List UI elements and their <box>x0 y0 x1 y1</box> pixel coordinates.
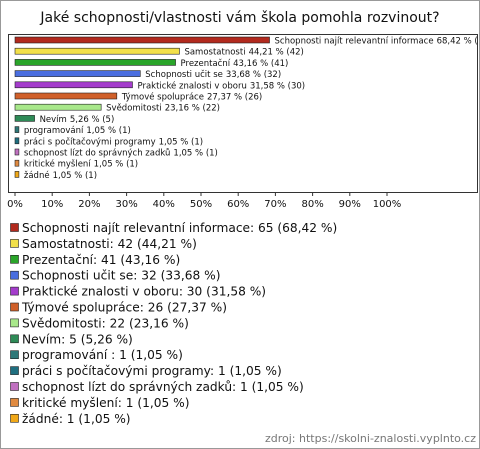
bar-value-label: 33,68 % (32) <box>226 70 281 80</box>
legend-swatch <box>10 382 19 391</box>
legend-label: práci s počítačovými programy: 1 (1,05 %… <box>22 364 282 378</box>
x-tick-label: 70% <box>264 199 286 210</box>
bar-category: Týmové spolupráce <box>121 91 204 102</box>
bar-value-label: 68,42 % (65) <box>437 36 480 46</box>
bar-value-label: 1,05 % (1) <box>159 137 203 147</box>
legend-swatch <box>10 223 19 232</box>
legend-swatch <box>10 255 19 264</box>
x-tick-label: 40% <box>153 199 175 210</box>
bar-label: programování 1,05 % (1) <box>24 126 131 136</box>
source: zdroj: https://skolni-znalosti.vyplnto.c… <box>265 432 476 445</box>
bar-label: Samostatnosti 44,21 % (42) <box>184 47 303 57</box>
bar-label: kritické myšlení 1,05 % (1) <box>24 158 138 169</box>
legend-swatch <box>10 318 19 328</box>
bar-category: práci s počítačovými programy <box>24 136 156 147</box>
bar-label: schopnost lízt do správných zadků 1,05 % … <box>24 147 218 158</box>
bar-value-label: 1,05 % (1) <box>173 148 217 158</box>
x-tick-label: 50% <box>190 199 212 210</box>
x-tick-label: 20% <box>78 199 100 210</box>
bar <box>14 137 20 145</box>
bar <box>14 126 20 133</box>
chart-title: Jaké schopnosti/vlastnosti vám škola pom… <box>39 10 439 26</box>
legend-label: Svědomitosti: 22 (23,16 %) <box>22 316 189 330</box>
bar-label: práci s počítačovými programy 1,05 % (1) <box>24 136 203 147</box>
x-tick-label: 10% <box>41 199 63 210</box>
x-tick-label: 30% <box>115 199 137 210</box>
bar-label: Nevím 5,26 % (5) <box>40 114 115 124</box>
bar-value-label: 23,16 % (22) <box>165 103 220 113</box>
legend-label: Schopnosti najít relevantní informace: 6… <box>22 221 337 235</box>
bar <box>14 115 35 122</box>
legend-swatch <box>10 413 19 423</box>
bar-value-label: 27,37 % (26) <box>207 92 262 102</box>
legend-label: Prezentační: 41 (43,16 %) <box>22 253 180 267</box>
bar-category: Prezentační <box>181 57 231 68</box>
bar-label: Schopnosti učit se 33,68 % (32) <box>145 69 281 80</box>
bar <box>14 36 270 44</box>
bar-category: Samostatnosti <box>184 47 245 57</box>
legend-label: Praktické znalosti v oboru: 30 (31,58 %) <box>22 285 266 299</box>
bar-category: Praktické znalosti v oboru <box>137 80 246 91</box>
bar <box>14 159 20 167</box>
x-tick-label: 90% <box>339 199 361 210</box>
bar-label: Svědomitosti 23,16 % (22) <box>106 103 220 113</box>
legend-label: Schopnosti učit se: 32 (33,68 %) <box>22 269 220 283</box>
bar-category: Schopnosti najít relevantní informace <box>275 36 434 46</box>
bar <box>14 81 133 89</box>
bar <box>14 148 20 156</box>
x-tick-label: 80% <box>301 199 323 210</box>
bar <box>14 103 102 111</box>
legend-swatch <box>10 398 19 407</box>
legend-swatch <box>10 366 19 375</box>
bar-category: schopnost lízt do správných zadků <box>24 147 171 158</box>
legend-label: Týmové spolupráce: 26 (27,37 %) <box>21 301 227 315</box>
bar-value-label: 1,05 % (1) <box>53 170 97 180</box>
bar-category: Schopnosti učit se <box>145 69 223 80</box>
legend-swatch <box>10 270 19 280</box>
bar-value-label: 1,05 % (1) <box>94 159 138 169</box>
legend-label: Samostatnosti: 42 (44,21 %) <box>22 237 197 251</box>
legend-label: programování : 1 (1,05 %) <box>22 348 183 362</box>
bar <box>14 171 20 178</box>
legend-label: kritické myšlení: 1 (1,05 %) <box>22 396 189 410</box>
bar-category: Svědomitosti <box>106 103 162 113</box>
legend-swatch <box>10 350 19 360</box>
bar-category: žádné <box>24 169 50 180</box>
legend-label: Nevím: 5 (5,26 %) <box>22 332 133 346</box>
bar-value-label: 44,21 % (42) <box>249 47 304 57</box>
bar <box>14 47 180 55</box>
plot: Schopnosti najít relevantní informace 68,… <box>14 36 480 180</box>
bar <box>14 70 141 77</box>
bar-value-label: 31,58 % (30) <box>250 81 305 91</box>
bar-category: programování <box>24 126 84 136</box>
bar-category: Nevím <box>40 114 67 124</box>
bar-value-label: 1,05 % (1) <box>86 126 130 136</box>
bar-value-label: 43,16 % (41) <box>233 58 288 68</box>
bar-label: Prezentační 43,16 % (41) <box>181 57 289 68</box>
bar <box>14 92 118 100</box>
legend-label: žádné: 1 (1,05 %) <box>22 412 131 426</box>
bar-value-label: 5,26 % (5) <box>70 114 114 124</box>
x-tick-label: 100% <box>373 199 402 210</box>
bar-label: žádné 1,05 % (1) <box>24 169 97 180</box>
x-tick-label: 0% <box>7 199 23 210</box>
legend-swatch <box>10 302 19 312</box>
legend-swatch <box>10 239 19 248</box>
bar-category: kritické myšlení <box>24 158 91 169</box>
bar-label: Schopnosti najít relevantní informace 68,… <box>275 36 480 46</box>
x-tick-label: 60% <box>227 199 249 210</box>
bar <box>14 59 176 66</box>
legend-swatch <box>10 286 19 296</box>
bar-label: Týmové spolupráce 27,37 % (26) <box>121 91 262 102</box>
bar-label: Praktické znalosti v oboru 31,58 % (30) <box>137 80 305 91</box>
legend-swatch <box>10 334 19 344</box>
legend-label: schopnost lízt do správných zadků: 1 (1,… <box>22 380 304 394</box>
